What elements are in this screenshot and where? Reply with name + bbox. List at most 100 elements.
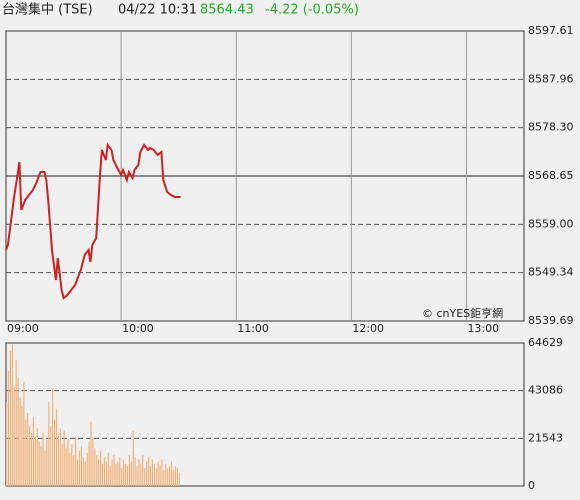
- volume-bar: [174, 466, 177, 486]
- volume-bar: [153, 463, 155, 486]
- x-tick-label: 13:00: [467, 322, 499, 335]
- volume-bar: [167, 468, 169, 486]
- volume-bar: [134, 457, 136, 486]
- volume-bar: [7, 370, 10, 486]
- volume-bar: [19, 397, 21, 486]
- volume-bar: [126, 466, 129, 486]
- volume-bar: [111, 459, 113, 486]
- volume-bar: [90, 421, 92, 486]
- volume-bar: [11, 344, 13, 486]
- volume-bar: [165, 463, 167, 486]
- volume-bar: [71, 443, 73, 486]
- volume-bar: [55, 408, 58, 486]
- volume-bar: [29, 426, 31, 486]
- volume-bar: [138, 459, 140, 486]
- volume-bar: [61, 443, 63, 486]
- volume-bar: [6, 401, 8, 486]
- volume-bar: [170, 461, 173, 486]
- x-tick-label: 09:00: [7, 322, 39, 335]
- volume-bar: [163, 470, 165, 486]
- y-tick-label: 8539.69: [528, 314, 574, 327]
- price-change: -4.22 (-0.05%): [265, 3, 359, 18]
- volume-bar: [21, 406, 23, 486]
- volume-bar: [69, 452, 71, 486]
- volume-bar: [23, 382, 25, 486]
- volume-bar: [84, 461, 86, 486]
- volume-bar: [96, 455, 98, 486]
- volume-bar: [130, 461, 132, 486]
- volume-bar: [176, 468, 178, 486]
- volume-bar: [13, 386, 15, 486]
- x-tick-label: 10:00: [122, 322, 154, 335]
- x-tick-label: 12:00: [352, 322, 384, 335]
- volume-bar: [40, 446, 42, 486]
- y-tick-label: 0: [528, 479, 535, 492]
- volume-bar: [86, 452, 88, 486]
- watermark: © cnYES鉅亨網: [422, 306, 503, 320]
- volume-bar: [117, 461, 119, 486]
- volume-bar: [82, 457, 84, 486]
- volume-bar: [132, 430, 134, 486]
- volume-bar: [128, 455, 130, 486]
- volume-bar: [142, 455, 144, 486]
- volume-bar: [52, 388, 54, 486]
- volume-bar: [65, 448, 67, 486]
- y-tick-label: 8578.30: [528, 121, 574, 134]
- volume-bar: [48, 401, 50, 486]
- volume-bar: [94, 448, 96, 486]
- volume-bar: [146, 461, 148, 486]
- volume-bar: [75, 437, 77, 486]
- volume-bar: [53, 419, 56, 486]
- volume-bar: [136, 466, 138, 486]
- volume-bar: [140, 463, 142, 486]
- volume-bar: [169, 466, 171, 486]
- volume-bar: [123, 459, 125, 486]
- volume-bar: [147, 457, 150, 486]
- x-tick-label: 11:00: [237, 322, 269, 335]
- volume-bar: [9, 351, 12, 486]
- volume-bar: [80, 446, 83, 486]
- volume-bar: [27, 412, 29, 486]
- y-tick-label: 43086: [528, 384, 563, 397]
- volume-bar: [32, 417, 35, 486]
- y-tick-label: 8549.34: [528, 266, 574, 279]
- volume-bar: [34, 437, 36, 486]
- volume-bar: [92, 437, 94, 486]
- y-tick-label: 8587.96: [528, 72, 574, 85]
- volume-bar: [178, 472, 180, 486]
- quote-time: 04/22 10:31: [118, 3, 197, 18]
- volume-bar: [63, 430, 65, 486]
- y-tick-label: 8597.61: [528, 24, 574, 37]
- volume-bar: [103, 457, 106, 486]
- volume-bar: [59, 428, 61, 486]
- volume-bar: [121, 468, 123, 486]
- volume-bar: [172, 470, 175, 486]
- volume-bar: [144, 468, 146, 486]
- volume-bar: [100, 450, 102, 486]
- volume-bar: [119, 457, 121, 486]
- volume-bar: [38, 441, 40, 486]
- volume-bar: [101, 463, 104, 486]
- volume-bar: [105, 461, 107, 486]
- volume-bar: [88, 441, 90, 486]
- volume-bar: [124, 463, 127, 486]
- volume-bar: [67, 439, 69, 486]
- volume-bar: [78, 450, 81, 486]
- volume-bar: [76, 459, 79, 486]
- volume-bar: [113, 455, 115, 486]
- volume-bar: [107, 452, 109, 486]
- volume-bar: [73, 455, 75, 486]
- volume-bar: [44, 450, 46, 486]
- volume-bar: [159, 466, 161, 486]
- volume-bar: [46, 439, 48, 486]
- volume-bar: [155, 468, 157, 486]
- volume-bar: [57, 435, 59, 486]
- volume-bar: [15, 359, 17, 486]
- volume-bar: [50, 426, 52, 486]
- volume-bar: [25, 419, 27, 486]
- volume-bar: [42, 432, 44, 486]
- volume-bar: [36, 428, 38, 486]
- volume-bar: [149, 466, 152, 486]
- y-tick-label: 21543: [528, 431, 563, 444]
- volume-bar: [17, 377, 19, 486]
